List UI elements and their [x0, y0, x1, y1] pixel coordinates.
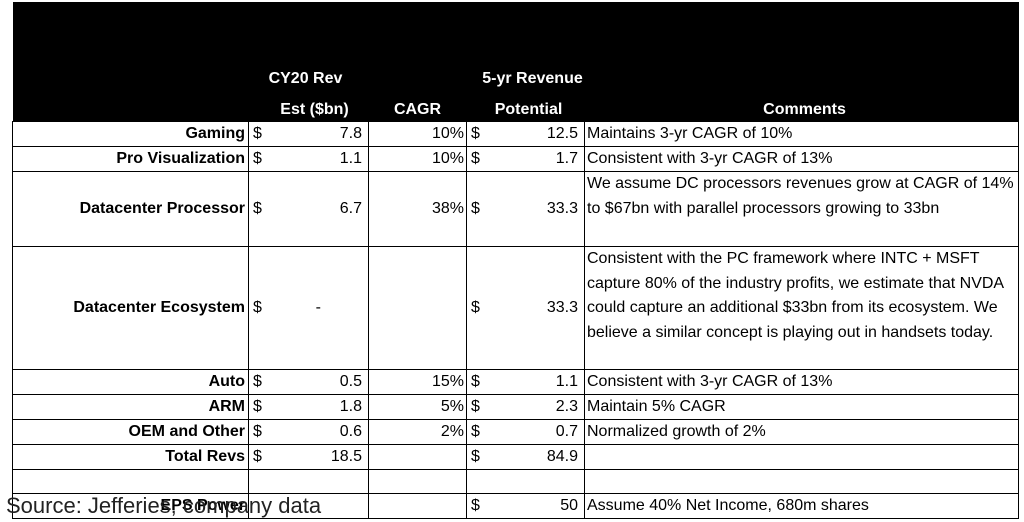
table-row: OEM and Other $ 0.6 2% $ 0.7 Normalized … — [12, 419, 1019, 445]
currency-symbol: $ — [248, 369, 271, 395]
row-label: Pro Visualization — [12, 146, 249, 172]
currency-symbol: $ — [466, 146, 489, 172]
empty-cell — [12, 469, 249, 494]
row-label: Gaming — [12, 121, 249, 147]
currency-symbol: $ — [248, 394, 271, 420]
cagr-value — [368, 246, 467, 370]
header-blank-cagr — [368, 42, 467, 90]
table-row: ARM $ 1.8 5% $ 2.3 Maintain 5% CAGR — [12, 394, 1019, 420]
currency-symbol: $ — [248, 146, 271, 172]
comment-cell: We assume DC processors revenues grow at… — [584, 171, 1019, 247]
header-blank-label — [12, 90, 249, 122]
header-cy20-line2: Est ($bn) — [248, 90, 369, 122]
currency-symbol: $ — [466, 246, 489, 370]
header-blank — [12, 42, 249, 90]
currency-symbol: $ — [248, 121, 271, 147]
rev-value: 1.8 — [270, 394, 369, 420]
empty-row — [12, 469, 1019, 494]
empty-cell — [368, 493, 467, 519]
currency-symbol: $ — [248, 419, 271, 445]
currency-symbol: $ — [466, 369, 489, 395]
table-row: Pro Visualization $ 1.1 10% $ 1.7 Consis… — [12, 146, 1019, 172]
currency-symbol: $ — [466, 171, 489, 247]
rev-value: 7.8 — [270, 121, 369, 147]
potential-value: 0.7 — [488, 419, 585, 445]
empty-cell — [248, 493, 369, 519]
empty-cell — [466, 469, 585, 494]
cagr-value — [368, 444, 467, 470]
currency-symbol: $ — [248, 246, 271, 370]
comment-cell: Maintains 3-yr CAGR of 10% — [584, 121, 1019, 147]
rev-value: 1.1 — [270, 146, 369, 172]
header-cy20-line1: CY20 Rev — [248, 42, 369, 90]
table-body: Gaming $ 7.8 10% $ 12.5 Maintains 3-yr C… — [12, 121, 1019, 519]
comment-cell: Consistent with the PC framework where I… — [584, 246, 1019, 370]
rev-value: 0.5 — [270, 369, 369, 395]
header-spacer — [12, 2, 1019, 42]
row-label: Datacenter Ecosystem — [12, 246, 249, 370]
row-label: OEM and Other — [12, 419, 249, 445]
potential-value: 12.5 — [488, 121, 585, 147]
cagr-value: 5% — [368, 394, 467, 420]
cagr-value: 15% — [368, 369, 467, 395]
rev-value: 0.6 — [270, 419, 369, 445]
potential-value: 1.1 — [488, 369, 585, 395]
cagr-value: 38% — [368, 171, 467, 247]
currency-symbol: $ — [466, 493, 489, 519]
header-potential-line2: Potential — [466, 90, 585, 122]
rev-value: 18.5 — [270, 444, 369, 470]
comment-cell — [584, 444, 1019, 470]
currency-symbol: $ — [466, 419, 489, 445]
rev-value: 6.7 — [270, 171, 369, 247]
currency-symbol: $ — [466, 444, 489, 470]
header-potential-line1: 5-yr Revenue — [466, 42, 585, 90]
potential-value: 33.3 — [488, 246, 585, 370]
header-comments: Comments — [584, 90, 1019, 122]
comment-cell: Consistent with 3-yr CAGR of 13% — [584, 369, 1019, 395]
currency-symbol: $ — [466, 394, 489, 420]
currency-symbol: $ — [248, 171, 271, 247]
potential-value: 1.7 — [488, 146, 585, 172]
total-row: Total Revs $ 18.5 $ 84.9 — [12, 444, 1019, 470]
cagr-value: 2% — [368, 419, 467, 445]
eps-row: EPS Power $ 50 Assume 40% Net Income, 68… — [12, 493, 1019, 519]
row-label: Total Revs — [12, 444, 249, 470]
potential-value: 33.3 — [488, 171, 585, 247]
revenue-table-sheet: CY20 Rev 5-yr Revenue Est ($bn) CAGR Pot… — [12, 2, 1019, 519]
comment-cell: Maintain 5% CAGR — [584, 394, 1019, 420]
potential-value: 84.9 — [488, 444, 585, 470]
table-row: Gaming $ 7.8 10% $ 12.5 Maintains 3-yr C… — [12, 121, 1019, 147]
header-cagr: CAGR — [368, 90, 467, 122]
table-row: Datacenter Ecosystem $ - $ 33.3 Consiste… — [12, 246, 1019, 370]
empty-cell — [368, 469, 467, 494]
row-label: EPS Power — [12, 493, 249, 519]
revenue-table: CY20 Rev 5-yr Revenue Est ($bn) CAGR Pot… — [12, 2, 1019, 519]
comment-cell: Assume 40% Net Income, 680m shares — [584, 493, 1019, 519]
currency-symbol: $ — [466, 121, 489, 147]
rev-value: - — [270, 246, 369, 370]
comment-cell: Normalized growth of 2% — [584, 419, 1019, 445]
table-header: CY20 Rev 5-yr Revenue Est ($bn) CAGR Pot… — [12, 2, 1019, 122]
empty-cell — [584, 469, 1019, 494]
row-label: Auto — [12, 369, 249, 395]
empty-cell — [248, 469, 369, 494]
cagr-value: 10% — [368, 146, 467, 172]
eps-value: 50 — [488, 493, 585, 519]
currency-symbol: $ — [248, 444, 271, 470]
table-row: Datacenter Processor $ 6.7 38% $ 33.3 We… — [12, 171, 1019, 247]
header-blank-comments — [584, 42, 1019, 90]
comment-cell: Consistent with 3-yr CAGR of 13% — [584, 146, 1019, 172]
cagr-value: 10% — [368, 121, 467, 147]
row-label: Datacenter Processor — [12, 171, 249, 247]
row-label: ARM — [12, 394, 249, 420]
source-note: Source: Jefferies, company data — [6, 493, 322, 518]
potential-value: 2.3 — [488, 394, 585, 420]
table-row: Auto $ 0.5 15% $ 1.1 Consistent with 3-y… — [12, 369, 1019, 395]
